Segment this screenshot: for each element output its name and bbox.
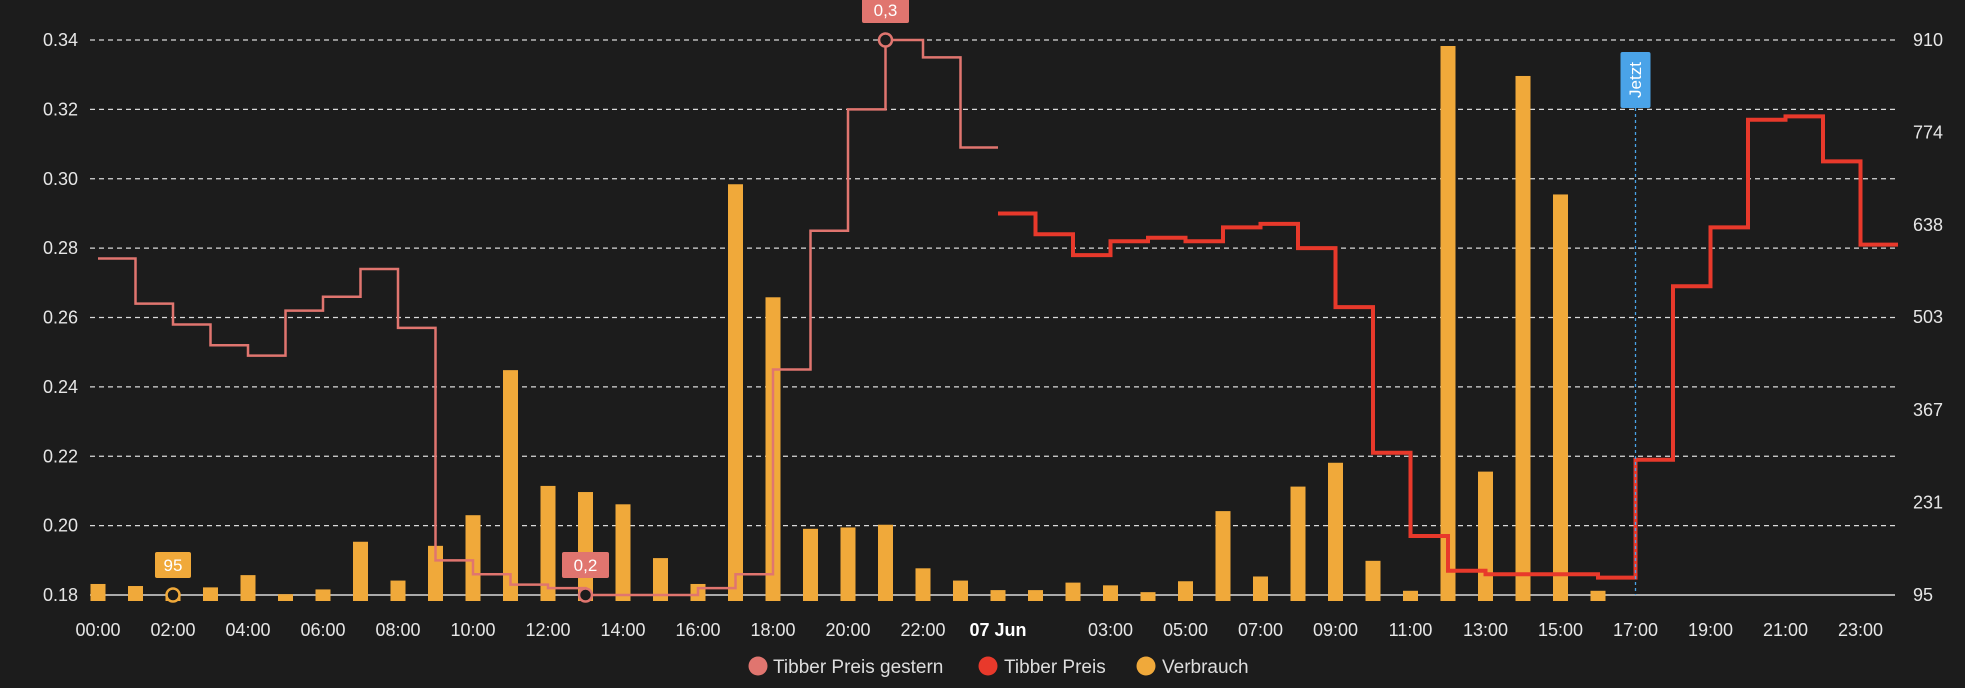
legend-label-heute: Tibber Preis xyxy=(1004,657,1106,678)
x-tick-label: 13:00 xyxy=(1463,620,1508,640)
x-tick-label: 00:00 xyxy=(75,620,120,640)
annotation-point xyxy=(877,32,894,48)
x-tick-label: 07 Jun xyxy=(969,620,1026,640)
verbrauch-bar xyxy=(390,580,406,601)
verbrauch-bar xyxy=(653,558,668,601)
verbrauch-bar xyxy=(240,575,256,601)
x-tick-label: 12:00 xyxy=(525,620,570,640)
now-marker-badge xyxy=(1620,52,1651,108)
verbrauch-bar xyxy=(1065,582,1081,601)
y-right-tick-label: 95 xyxy=(1913,585,1933,605)
y-right-tick-label: 231 xyxy=(1913,492,1943,512)
legend-label-gestern: Tibber Preis gestern xyxy=(773,657,943,678)
x-tick-label: 19:00 xyxy=(1688,620,1733,640)
verbrauch-bar xyxy=(540,485,556,601)
x-tick-label: 21:00 xyxy=(1763,620,1808,640)
verbrauch-bar xyxy=(1215,511,1231,601)
x-tick-label: 06:00 xyxy=(300,620,345,640)
verbrauch-bar xyxy=(1590,590,1606,601)
verbrauch-bar xyxy=(128,586,143,601)
legend-label-verbrauch: Verbrauch xyxy=(1162,657,1249,678)
verbrauch-bar xyxy=(315,589,331,601)
verbrauch-bar xyxy=(465,515,481,601)
y-right-tick-label: 503 xyxy=(1913,307,1943,327)
x-tick-label: 02:00 xyxy=(150,620,195,640)
verbrauch-bar xyxy=(803,528,818,601)
x-tick-label: 17:00 xyxy=(1613,620,1658,640)
verbrauch-bar xyxy=(203,587,218,601)
verbrauch-bar xyxy=(878,524,893,601)
y-left-tick-label: 0.30 xyxy=(43,169,78,189)
verbrauch-bar xyxy=(90,583,106,601)
legend-marker-verbrauch xyxy=(1136,656,1156,676)
now-marker-label: Jetzt xyxy=(1626,62,1645,98)
x-tick-label: 23:00 xyxy=(1838,620,1883,640)
x-tick-label: 03:00 xyxy=(1088,620,1133,640)
y-left-tick-label: 0.34 xyxy=(43,30,78,50)
annotation-badge xyxy=(862,0,909,23)
y-left-tick-label: 0.24 xyxy=(43,377,78,397)
x-tick-label: 05:00 xyxy=(1163,620,1208,640)
verbrauch-bar xyxy=(728,184,743,601)
x-tick-label: 11:00 xyxy=(1389,620,1433,640)
annotation-badge xyxy=(155,552,191,578)
annotation-label: 0,3 xyxy=(874,1,898,20)
annotation-label: 95 xyxy=(164,556,183,575)
y-left-tick-label: 0.28 xyxy=(43,238,78,258)
tibber-preis-line xyxy=(998,114,1898,580)
y-right-tick-label: 910 xyxy=(1913,30,1943,50)
x-tick-label: 14:00 xyxy=(600,620,645,640)
verbrauch-bar xyxy=(840,527,856,601)
annotation-badge xyxy=(562,552,609,578)
annotation-point xyxy=(577,587,594,603)
y-left-tick-label: 0.20 xyxy=(43,516,78,536)
x-tick-label: 22:00 xyxy=(900,620,945,640)
verbrauch-bar xyxy=(1028,590,1043,601)
y-right-tick-label: 638 xyxy=(1913,215,1943,235)
tibber-preis-gestern-line xyxy=(98,38,998,597)
verbrauch-bar xyxy=(1328,462,1343,601)
verbrauch-bar xyxy=(1178,581,1193,601)
verbrauch-bar xyxy=(615,504,631,601)
x-tick-label: 16:00 xyxy=(675,620,720,640)
y-left-tick-label: 0.22 xyxy=(43,446,78,466)
verbrauch-bar xyxy=(1140,592,1156,601)
verbrauch-bar xyxy=(915,568,931,601)
y-left-tick-label: 0.32 xyxy=(43,99,78,119)
annotation-point xyxy=(165,587,181,603)
x-tick-label: 18:00 xyxy=(750,620,795,640)
x-tick-label: 10:00 xyxy=(450,620,495,640)
verbrauch-bar xyxy=(1365,560,1381,601)
verbrauch-bar xyxy=(1290,486,1306,601)
verbrauch-bar xyxy=(503,370,518,601)
legend-marker-heute xyxy=(978,656,998,676)
verbrauch-bar xyxy=(990,590,1006,601)
y-right-tick-label: 774 xyxy=(1913,123,1943,143)
annotation-label: 0,2 xyxy=(574,556,598,575)
verbrauch-bar xyxy=(578,492,593,601)
verbrauch-bar xyxy=(1403,590,1418,601)
verbrauch-bar xyxy=(1103,585,1118,601)
verbrauch-bar xyxy=(953,580,968,601)
verbrauch-bar xyxy=(1515,75,1531,601)
verbrauch-bar xyxy=(278,594,293,601)
y-left-tick-label: 0.26 xyxy=(43,308,78,328)
x-tick-label: 15:00 xyxy=(1538,620,1583,640)
verbrauch-bar xyxy=(1553,194,1568,602)
legend-marker-gestern xyxy=(748,656,768,676)
verbrauch-bar xyxy=(353,541,368,601)
y-left-tick-label: 0.18 xyxy=(43,585,78,605)
verbrauch-bar xyxy=(1478,471,1493,601)
verbrauch-bar xyxy=(1440,46,1456,601)
y-right-tick-label: 367 xyxy=(1913,400,1943,420)
x-tick-label: 09:00 xyxy=(1313,620,1358,640)
x-tick-label: 07:00 xyxy=(1238,620,1283,640)
x-tick-label: 04:00 xyxy=(225,620,270,640)
x-tick-label: 08:00 xyxy=(375,620,420,640)
verbrauch-bar xyxy=(1253,576,1268,601)
x-tick-label: 20:00 xyxy=(825,620,870,640)
